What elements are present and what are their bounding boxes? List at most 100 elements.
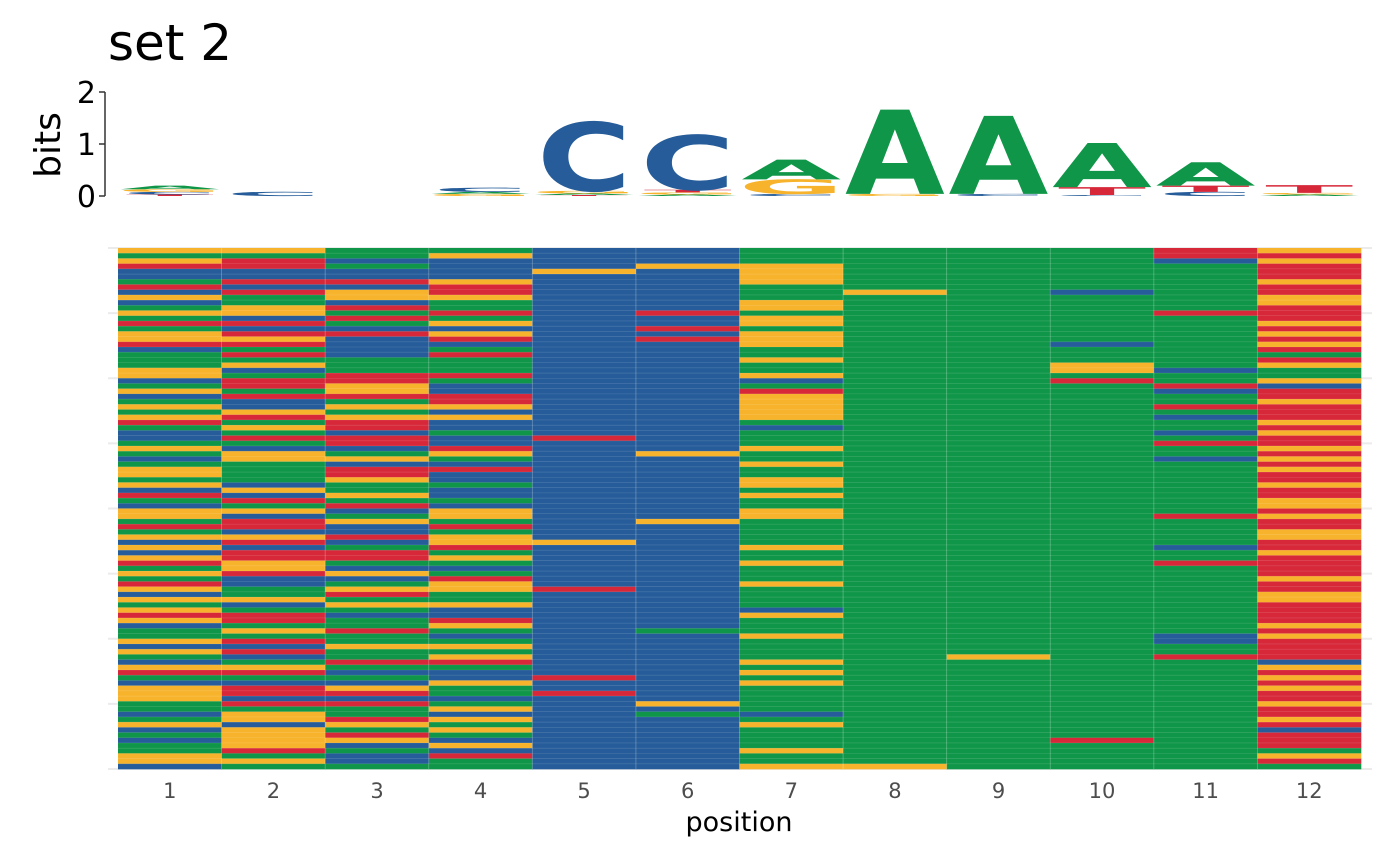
- logo-letter-A: A: [1156, 156, 1256, 193]
- heatmap-cell: [946, 279, 1051, 285]
- heatmap-cell: [118, 404, 222, 410]
- heatmap-cell: [532, 758, 637, 765]
- heatmap-cell: [532, 555, 637, 561]
- heatmap-cell: [1153, 341, 1258, 348]
- heatmap-cell: [843, 300, 947, 306]
- heatmap-cell: [739, 518, 844, 525]
- heatmap-cell: [325, 461, 430, 468]
- heatmap-cell: [428, 310, 533, 317]
- heatmap-cell: [946, 659, 1051, 666]
- heatmap-cell: [532, 711, 637, 718]
- heatmap-cell: [843, 315, 947, 322]
- heatmap-cell: [221, 716, 326, 723]
- heatmap-cell: [325, 378, 430, 384]
- heatmap-cell: [325, 690, 430, 697]
- heatmap-cell: [428, 602, 533, 608]
- heatmap-cell: [1050, 602, 1155, 608]
- heatmap-cell: [428, 357, 533, 363]
- heatmap-cell: [532, 362, 637, 369]
- heatmap-cell: [1050, 597, 1155, 603]
- heatmap-cell: [946, 253, 1051, 259]
- heatmap-cell: [946, 487, 1051, 494]
- heatmap-cell: [739, 602, 844, 608]
- heatmap-cell: [1153, 753, 1258, 759]
- heatmap-cell: [946, 706, 1051, 712]
- heatmap-cell: [843, 451, 947, 457]
- heatmap-cell: [1050, 628, 1155, 634]
- logo-letter-C: C: [951, 193, 1046, 196]
- heatmap-cell: [532, 440, 637, 447]
- heatmap-cell: [1257, 430, 1362, 436]
- heatmap-cell: [1153, 320, 1258, 327]
- heatmap-cell: [843, 597, 947, 603]
- heatmap-cell: [532, 279, 637, 285]
- heatmap-cell: [221, 649, 326, 655]
- heatmap-cell: [221, 419, 326, 426]
- heatmap-cell: [118, 268, 222, 275]
- heatmap-cell: [635, 466, 740, 473]
- heatmap-cell: [1050, 706, 1155, 712]
- heatmap-cell: [1153, 763, 1258, 770]
- heatmap-cell: [1257, 518, 1362, 525]
- heatmap-cell: [428, 445, 533, 452]
- heatmap-cell: [1257, 716, 1362, 723]
- heatmap-cell: [635, 294, 740, 301]
- heatmap-cell: [843, 279, 947, 285]
- heatmap-cell: [428, 409, 533, 416]
- heatmap-cell: [221, 617, 326, 624]
- heatmap-cell: [428, 341, 533, 348]
- heatmap-cell: [843, 763, 947, 770]
- heatmap-cell: [1153, 664, 1258, 671]
- heatmap-cell: [635, 571, 740, 577]
- heatmap-cell: [325, 498, 430, 504]
- logo-letter-G: G: [531, 190, 637, 194]
- x-tick-label: 1: [163, 779, 176, 803]
- heatmap-cell: [118, 289, 222, 296]
- heatmap-cell: [1153, 477, 1258, 483]
- heatmap-cell: [118, 586, 222, 593]
- heatmap-cell: [1050, 654, 1155, 660]
- heatmap-cell: [1153, 393, 1258, 400]
- heatmap-cell: [532, 763, 637, 770]
- heatmap-cell: [946, 326, 1051, 332]
- heatmap-cell: [532, 534, 637, 541]
- heatmap-cell: [428, 383, 533, 389]
- heatmap-cell: [635, 664, 740, 671]
- heatmap-cell: [843, 440, 947, 447]
- heatmap-cell: [635, 320, 740, 327]
- heatmap-cell: [428, 696, 533, 702]
- heatmap-cell: [1153, 565, 1258, 572]
- heatmap-cell: [843, 716, 947, 723]
- heatmap-cell: [532, 388, 637, 395]
- heatmap-cell: [843, 399, 947, 405]
- heatmap-cell: [1153, 383, 1258, 389]
- heatmap-cell: [739, 539, 844, 546]
- logo-letter-G: G: [1256, 192, 1362, 194]
- heatmap-cell: [118, 399, 222, 405]
- heatmap-cell: [1153, 513, 1258, 520]
- heatmap-cell: [428, 722, 533, 728]
- logo-letter-G: G: [117, 189, 223, 193]
- heatmap-cell: [325, 727, 430, 733]
- heatmap-cell: [635, 544, 740, 551]
- heatmap-cell: [946, 597, 1051, 603]
- heatmap-cell: [221, 732, 326, 739]
- heatmap-cell: [946, 367, 1051, 374]
- heatmap-cell: [221, 675, 326, 681]
- heatmap-cell: [1257, 498, 1362, 504]
- heatmap-cell: [325, 404, 430, 410]
- heatmap-cell: [118, 544, 222, 551]
- heatmap-cell: [946, 612, 1051, 619]
- logo-letter-G: G: [428, 193, 534, 196]
- heatmap-cell: [221, 513, 326, 520]
- heatmap-cell: [428, 388, 533, 395]
- heatmap-cell: [1257, 748, 1362, 754]
- heatmap-cell: [532, 638, 637, 645]
- heatmap-cell: [843, 508, 947, 515]
- heatmap-cell: [118, 383, 222, 389]
- heatmap-cell: [118, 685, 222, 692]
- heatmap-cell: [532, 529, 637, 535]
- heatmap-cell: [946, 310, 1051, 317]
- heatmap-cell: [1257, 643, 1362, 650]
- heatmap-cell: [428, 367, 533, 374]
